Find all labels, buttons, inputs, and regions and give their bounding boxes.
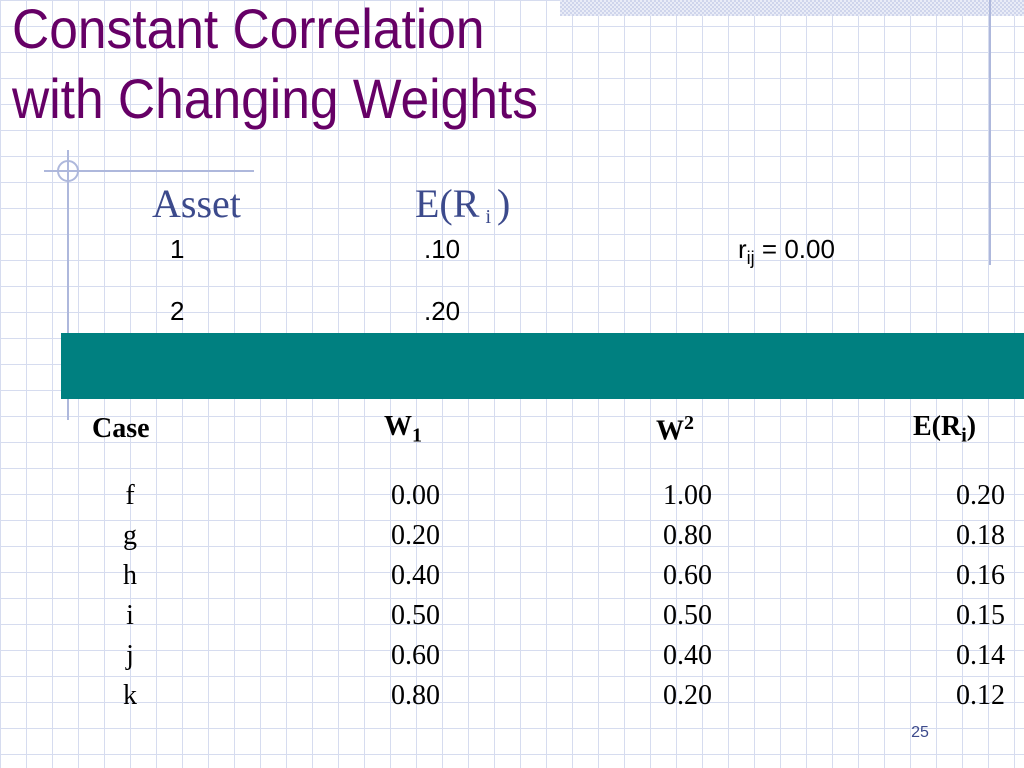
er-header-close: ) (497, 181, 511, 226)
w2-cell: 0.20 (663, 680, 712, 711)
case-cell: j (126, 640, 134, 671)
correlation-symbol: r (738, 234, 747, 264)
er-cell: 0.18 (956, 520, 1005, 551)
er-col-header-subscript: i (961, 424, 967, 447)
w1-cell: 0.80 (391, 680, 440, 711)
expected-return-column: 0.20 0.18 0.16 0.15 0.14 0.12 (905, 476, 1005, 716)
case-cell: i (126, 600, 134, 631)
w1-cell: 0.00 (391, 480, 440, 511)
w2-header-text: W (656, 415, 684, 447)
er-header-text: E(R (415, 181, 480, 226)
asset-header: Asset (152, 181, 241, 226)
er-col-header-close: ) (966, 411, 977, 442)
case-cell: k (123, 680, 137, 711)
w1-header-subscript: 1 (412, 424, 422, 447)
w1-cell: 0.40 (391, 560, 440, 591)
w2-cell: 0.50 (663, 600, 712, 631)
w1-column: 0.00 0.20 0.40 0.50 0.60 0.80 (340, 476, 440, 716)
w2-cell: 0.80 (663, 520, 712, 551)
asset-1-return: .10 (424, 234, 461, 264)
case-cell: g (123, 520, 137, 551)
er-cell: 0.14 (956, 640, 1005, 671)
right-decorative-line (989, 0, 991, 265)
w2-cell: 0.40 (663, 640, 712, 671)
er-cell: 0.16 (956, 560, 1005, 591)
table-header-case: Case (92, 413, 150, 444)
er-cell: 0.12 (956, 680, 1005, 711)
case-cell: f (125, 480, 135, 511)
table-header-w1: W1 (384, 412, 422, 451)
er-header-subscript: i (485, 206, 491, 228)
w1-cell: 0.20 (391, 520, 440, 551)
case-column: f g h i j k (100, 476, 160, 716)
correlation-label: rij = 0.00 (738, 234, 835, 269)
w1-cell: 0.50 (391, 600, 440, 631)
asset-1-label: 1 (170, 234, 185, 264)
correlation-value: = 0.00 (761, 234, 835, 264)
asset-2-return: .20 (424, 296, 461, 326)
w2-cell: 0.60 (663, 560, 712, 591)
er-col-header-text: E(R (913, 411, 962, 442)
w2-header-superscript: 2 (684, 412, 694, 434)
er-cell: 0.15 (956, 600, 1005, 631)
er-cell: 0.20 (956, 480, 1005, 511)
w2-column: 1.00 0.80 0.60 0.50 0.40 0.20 (612, 476, 712, 716)
expected-return-header: E(R i) (415, 182, 510, 233)
top-decorative-band (560, 0, 1024, 16)
table-header-expected-return: E(Ri) (913, 412, 976, 451)
teal-separator-bar (61, 333, 1024, 399)
slide-title: Constant Correlation with Changing Weigh… (12, 0, 538, 134)
correlation-subscript: ij (746, 248, 755, 269)
case-cell: h (123, 560, 137, 591)
title-line-1: Constant Correlation (12, 0, 485, 60)
table-header-w2: W2 (656, 408, 694, 446)
asset-2-label: 2 (170, 296, 185, 326)
w1-header-text: W (384, 411, 412, 442)
title-line-2: with Changing Weights (12, 67, 538, 130)
w1-cell: 0.60 (391, 640, 440, 671)
page-number: 25 (911, 724, 929, 741)
w2-cell: 1.00 (663, 480, 712, 511)
